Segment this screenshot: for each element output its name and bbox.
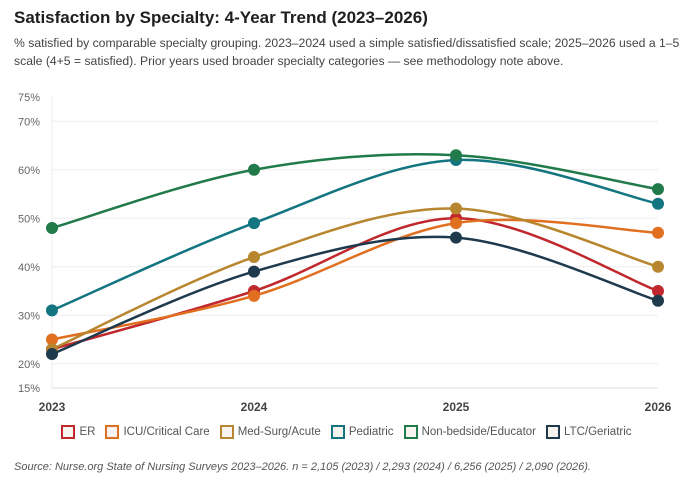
data-point xyxy=(450,202,462,215)
source-note: Source: Nurse.org State of Nursing Surve… xyxy=(14,461,591,473)
series-line xyxy=(51,207,659,351)
data-point xyxy=(652,260,664,273)
data-point xyxy=(46,221,58,234)
data-point xyxy=(248,163,260,176)
legend-label: Non-bedside/Educator xyxy=(421,426,536,438)
data-point xyxy=(652,294,664,307)
legend-label: ICU/Critical Care xyxy=(123,426,210,438)
data-point xyxy=(46,348,58,361)
legend-label: LTC/Geriatric xyxy=(564,426,632,438)
legend-swatch xyxy=(219,425,234,439)
data-point xyxy=(450,149,462,162)
line-chart: 15% 20% 30% 40% 50% 60% 70% 75% 2023 2024 2025 2026 xyxy=(18,92,672,414)
chart-subtitle: % satisfied by comparable specialty grou… xyxy=(14,36,680,68)
data-point xyxy=(248,265,260,278)
y-tick-label: 30% xyxy=(18,310,40,322)
data-point xyxy=(46,333,58,346)
x-tick-label: 2026 xyxy=(645,400,672,414)
legend: ER ICU/Critical Care Med-Surg/Acute Pediatr… xyxy=(0,425,693,439)
legend-label: ER xyxy=(79,426,96,438)
legend-item: ICU/Critical Care xyxy=(105,425,210,439)
chart-title: Satisfaction by Specialty: 4-Year Trend … xyxy=(14,8,428,27)
y-tick-label: 75% xyxy=(18,92,40,104)
data-point xyxy=(248,217,260,230)
data-point xyxy=(46,304,58,317)
data-point xyxy=(652,183,664,196)
y-tick-label: 70% xyxy=(18,116,40,128)
legend-item: LTC/Geriatric xyxy=(546,425,632,439)
legend-item: Med-Surg/Acute xyxy=(219,425,321,439)
legend-swatch xyxy=(403,425,418,439)
legend-label: Med-Surg/Acute xyxy=(237,426,321,438)
y-tick-label: 20% xyxy=(18,359,40,371)
legend-swatch xyxy=(61,425,76,439)
data-point xyxy=(652,226,664,239)
series-line xyxy=(51,218,659,341)
series-line xyxy=(51,235,659,356)
legend-item: Non-bedside/Educator xyxy=(403,425,536,439)
data-point xyxy=(248,251,260,264)
series-line xyxy=(51,158,659,312)
data-point xyxy=(248,289,260,302)
data-point xyxy=(450,231,462,244)
y-tick-label: 60% xyxy=(18,165,40,177)
data-point xyxy=(652,285,664,297)
x-tick-label: 2023 xyxy=(39,400,66,414)
data-point xyxy=(652,197,664,210)
legend-swatch xyxy=(105,425,120,439)
series-line xyxy=(51,216,659,351)
y-tick-label: 50% xyxy=(18,213,40,225)
x-tick-label: 2025 xyxy=(443,400,470,414)
x-tick-label: 2024 xyxy=(241,400,268,414)
legend-item: Pediatric xyxy=(330,425,394,439)
y-tick-label: 40% xyxy=(18,262,40,274)
legend-swatch xyxy=(546,425,560,439)
data-point xyxy=(450,217,462,230)
series-line xyxy=(51,153,659,230)
legend-item: ER xyxy=(61,425,95,439)
legend-swatch xyxy=(330,425,345,439)
y-tick-label: 15% xyxy=(18,383,40,395)
legend-label: Pediatric xyxy=(348,426,394,438)
